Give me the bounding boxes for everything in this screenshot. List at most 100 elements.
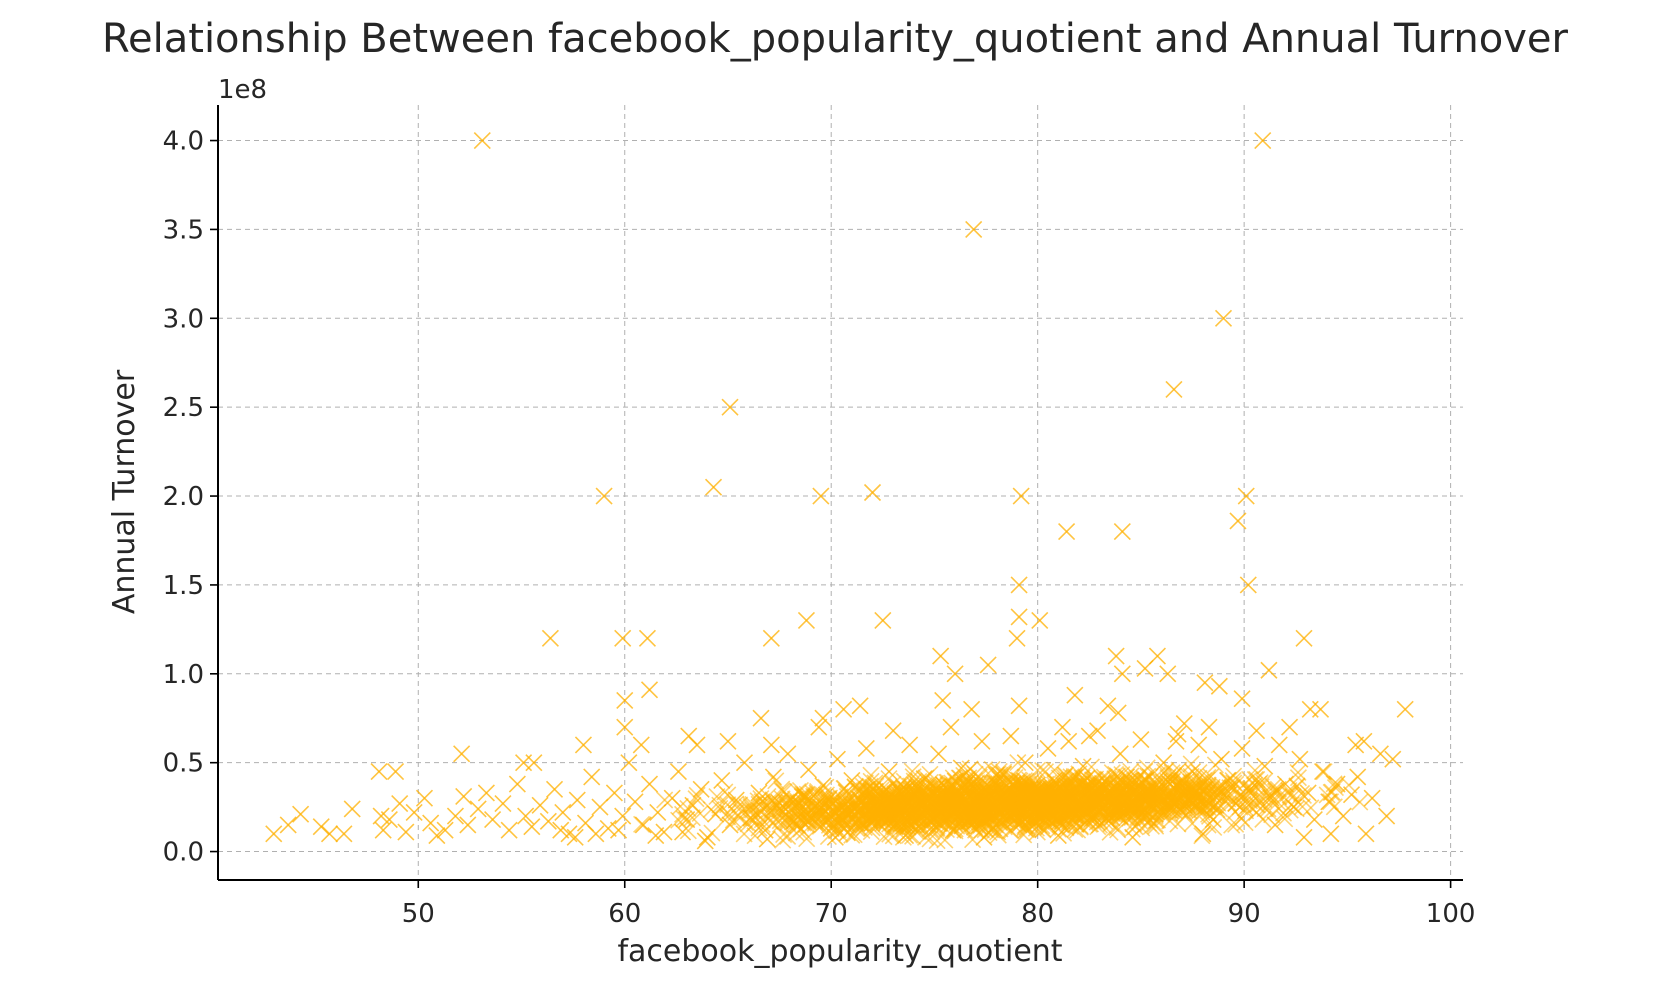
scatter-point [344,801,360,817]
scatter-point [706,479,722,495]
scatter-point [416,790,432,806]
scatter-point [437,822,453,838]
y-tick-label: 3.5 [163,215,204,245]
scatter-point [1009,630,1025,646]
scatter-point [470,801,486,817]
scatter-point [1358,826,1374,842]
y-tick-label: 2.0 [163,482,204,512]
scatter-point [611,822,627,838]
scatter-point [1110,705,1126,721]
scatter-point [1090,723,1106,739]
scatter-point [478,785,494,801]
scatter-point [321,826,337,842]
scatter-point [547,781,563,797]
scatter-point [447,808,463,824]
scatter-point [974,733,990,749]
scatter-point [615,808,631,824]
scatter-point [1230,513,1246,529]
scatter-point [1323,826,1339,842]
scatter-point [336,826,352,842]
scatter-point [1296,630,1312,646]
scatter-point [1040,740,1056,756]
scatter-point [780,746,796,762]
data-points [266,133,1413,849]
scatter-point [688,791,704,807]
y-tick-label: 2.5 [163,393,204,423]
scatter-point [1277,811,1293,827]
scatter-point [1364,790,1380,806]
x-tick-label: 60 [608,899,641,929]
scatter-point [474,133,490,149]
scatter-point [1323,794,1339,810]
scatter-point [398,824,414,840]
scatter-point [1011,698,1027,714]
y-tick-label: 1.5 [163,571,204,601]
scatter-point [266,826,282,842]
scatter-point [501,822,517,838]
scatter-point [1267,817,1283,833]
scatter-point [592,799,608,815]
scatter-point [1011,609,1027,625]
scatter-point [532,797,548,813]
scatter-point [1114,524,1130,540]
scatter-point [1003,728,1019,744]
scatter-point [388,764,404,780]
scatter-point [692,805,708,821]
scatter-point [763,737,779,753]
scatter-point [858,740,874,756]
scatter-point [933,648,949,664]
scatter-point [555,804,571,820]
chart-title: Relationship Between facebook_popularity… [102,16,1568,62]
scatter-point [456,788,472,804]
scatter-point [454,746,470,762]
scatter-point [1234,691,1250,707]
x-tick-label: 100 [1426,899,1476,929]
scatter-point [693,781,709,797]
scatter-point [1112,746,1128,762]
scatter-point [1211,678,1227,694]
scatter-point [1013,488,1029,504]
scatter-point [1296,829,1312,845]
scatter-point [293,806,309,822]
scatter-point [714,772,730,788]
scatter-point [1385,751,1401,767]
scatter-point [1313,701,1329,717]
scatter-point [720,733,736,749]
x-axis-title: facebook_popularity_quotient [617,934,1062,969]
scatter-point [1067,687,1083,703]
scatter-point [569,792,585,808]
x-tick-label: 50 [402,899,435,929]
scatter-point [1379,808,1395,824]
x-tick-label: 80 [1021,899,1054,929]
scatter-point [627,794,643,810]
scatter-point [875,612,891,628]
scatter-point [836,701,852,717]
scatter-point [584,769,600,785]
scatter-point [935,692,951,708]
scatter-point [1372,746,1388,762]
scatter-point [1032,612,1048,628]
scatter-point [931,746,947,762]
scatter-point [406,804,422,820]
y-tick-label: 4.0 [163,127,204,157]
scatter-point [1133,732,1149,748]
scatter-point [1108,648,1124,664]
scatter-point [865,485,881,501]
scatter-point [902,737,918,753]
scatter-point [460,817,476,833]
scatter-point [1194,828,1210,844]
x-tick-label: 90 [1228,899,1261,929]
scatter-point [703,802,719,818]
scatter-point [1282,719,1298,735]
scatter-point [753,710,769,726]
scatter-point [964,701,980,717]
scatter-point [313,819,329,835]
scatter-point [280,817,296,833]
scatter-point [1261,662,1277,678]
scatter-point [371,764,387,780]
scatter-point [800,762,816,778]
scatter-point [606,785,622,801]
scatter-point [980,657,996,673]
